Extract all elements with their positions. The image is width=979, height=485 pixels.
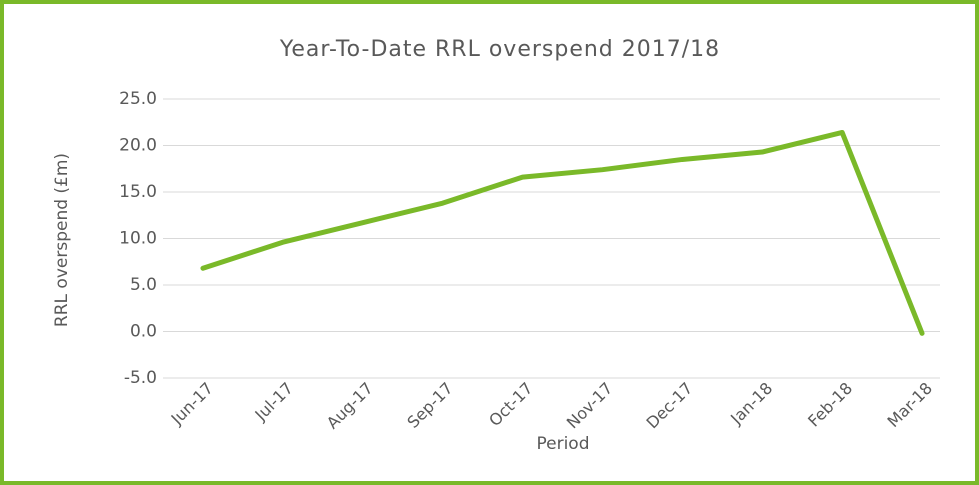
y-tick-label: 25.0 <box>119 89 157 109</box>
chart-title: Year-To-Date RRL overspend 2017/18 <box>279 37 720 62</box>
y-tick-label: 5.0 <box>130 275 157 295</box>
series-line <box>200 129 925 336</box>
x-axis-label: Period <box>536 434 589 454</box>
y-tick-label: 10.0 <box>119 229 157 249</box>
y-tick-label: 20.0 <box>119 136 157 156</box>
y-tick-label: 0.0 <box>130 322 157 342</box>
y-tick-label: -5.0 <box>124 368 157 388</box>
y-axis-label: RRL overspend (£m) <box>52 153 72 327</box>
y-tick-label: 15.0 <box>119 182 157 202</box>
